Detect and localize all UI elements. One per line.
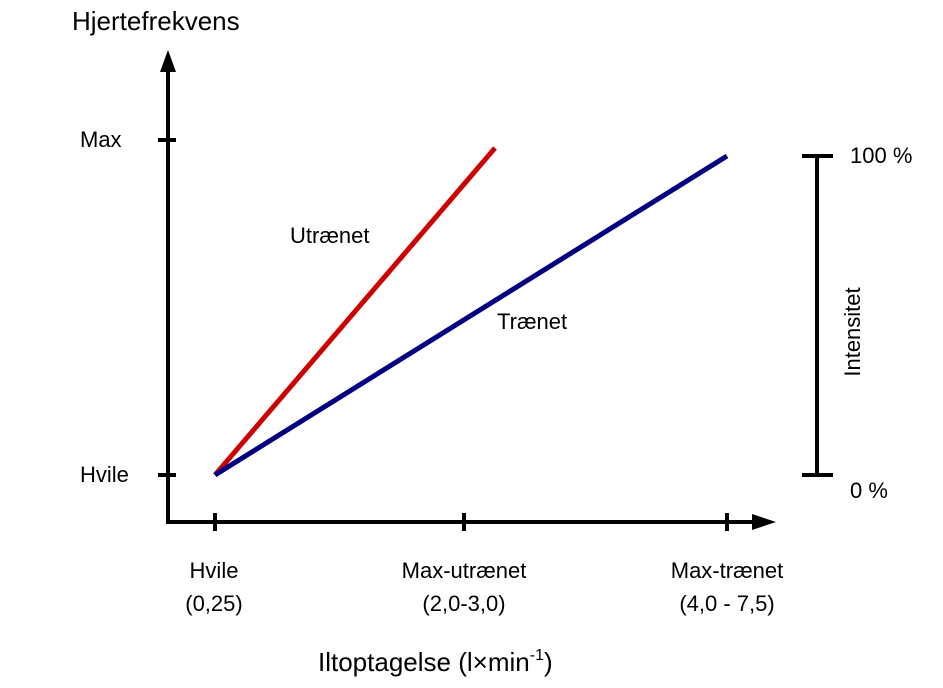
x-arrow [752,514,776,530]
x-tick-label: Max-utrænet [402,558,527,583]
y-arrow [160,50,176,72]
untrained-line [213,146,497,477]
x-tick-range: (4,0 - 7,5) [679,591,774,616]
x-axis-title-superscript: -1 [530,647,544,664]
intensity-bottom: 0 % [850,478,888,503]
x-tick-label: Max-trænet [671,558,783,583]
y-tick-label: Hvile [80,462,129,487]
trained-line [213,153,729,478]
x-axis-title: Iltoptagelse (l×min-1) [318,647,553,677]
line-label: Trænet [497,309,567,334]
x-axis-title-closing: ) [544,647,553,677]
line-label: Utrænet [290,223,369,248]
x-tick-label: Hvile [190,558,239,583]
x-axis-title-text: Iltoptagelse (l×min [318,647,530,677]
intensity-top: 100 % [850,143,912,168]
x-tick-range: (2,0-3,0) [422,591,505,616]
y-axis-title: Hjertefrekvens [72,6,240,36]
y-tick-label: Max [80,127,122,152]
intensity-title: Intensitet [840,287,865,376]
x-tick-range: (0,25) [185,591,242,616]
